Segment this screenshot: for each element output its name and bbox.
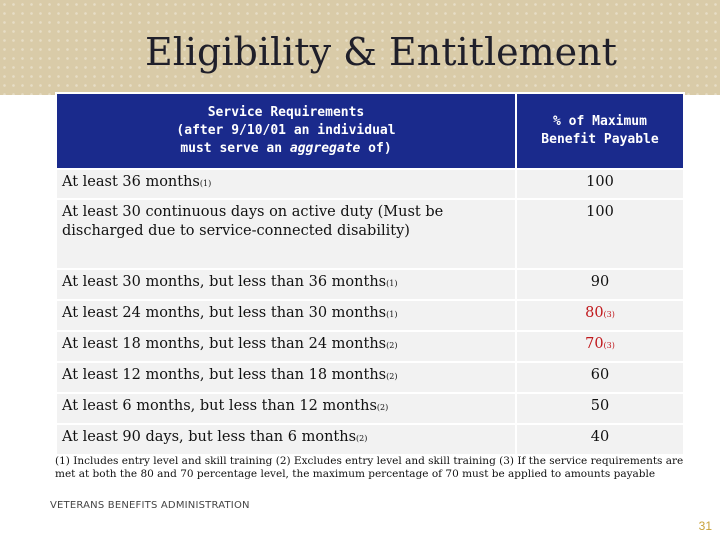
percentage-value: 90 [590,274,610,290]
table-row: At least 18 months, but less than 24 mon… [55,330,685,363]
requirement-cell: At least 90 days, but less than 6 months… [55,423,517,456]
requirement-cell: At least 36 months(1) [55,168,517,200]
footnotes: (1) Includes entry level and skill train… [55,455,684,480]
requirement-footnote-ref: (2) [386,341,398,350]
table-header-row: Service Requirements (after 9/10/01 an i… [55,92,685,170]
header-line-2: (after 9/10/01 an individual [176,123,396,138]
requirement-text: At least 12 months, but less than 18 mon… [62,367,387,383]
footer-agency: VETERANS BENEFITS ADMINISTRATION [50,500,250,511]
requirement-text: At least 30 continuous days on active du… [62,204,444,239]
percentage-value: 80 [585,305,604,321]
requirement-cell: At least 30 continuous days on active du… [55,198,517,270]
requirement-cell: At least 24 months, but less than 30 mon… [55,299,517,332]
table-row: At least 90 days, but less than 6 months… [55,423,685,456]
requirement-cell: At least 6 months, but less than 12 mont… [55,392,517,425]
eligibility-table: Service Requirements (after 9/10/01 an i… [55,92,685,456]
percentage-value: 100 [586,204,614,220]
percentage-cell: 70(3) [515,330,685,363]
table-row: At least 6 months, but less than 12 mont… [55,392,685,425]
requirement-cell: At least 18 months, but less than 24 mon… [55,330,517,363]
requirement-text: At least 36 months [62,174,200,190]
percentage-value: 60 [590,367,610,383]
table-row: At least 36 months(1) 100 [55,168,685,200]
requirement-footnote-ref: (2) [376,403,389,412]
header-col2-line-2: Benefit Payable [541,132,659,147]
percentage-cell: 100 [515,198,685,270]
percentage-cell: 80(3) [515,299,685,332]
requirement-footnote-ref: (2) [386,372,398,381]
header-banner [0,0,720,95]
table-row: At least 30 months, but less than 36 mon… [55,268,685,301]
requirement-text: At least 90 days, but less than 6 months [62,429,357,445]
percentage-value: 100 [586,174,614,190]
table-row: At least 24 months, but less than 30 mon… [55,299,685,332]
table-row: At least 30 continuous days on active du… [55,198,685,270]
requirement-footnote-ref: (1) [386,279,398,288]
header-line-3-pre: must serve an [180,141,290,156]
header-line-1: Service Requirements [207,105,365,120]
requirement-text: At least 30 months, but less than 36 mon… [62,274,387,290]
header-percent-benefit: % of Maximum Benefit Payable [515,92,685,170]
requirement-cell: At least 30 months, but less than 36 mon… [55,268,517,301]
header-line-3-emphasis: aggregate [289,141,361,156]
requirement-footnote-ref: (1) [199,179,212,188]
requirement-text: At least 24 months, but less than 30 mon… [62,305,387,321]
percentage-footnote-ref: (3) [603,310,615,319]
percentage-value: 50 [590,398,610,414]
percentage-cell: 60 [515,361,685,394]
header-line-3-post: of) [360,141,392,156]
requirement-text: At least 6 months, but less than 12 mont… [62,398,377,414]
requirement-text: At least 18 months, but less than 24 mon… [62,336,387,352]
requirement-footnote-ref: (1) [386,310,398,319]
header-col2-line-1: % of Maximum [553,114,647,129]
page-title: Eligibility & Entitlement [145,30,617,74]
percentage-cell: 40 [515,423,685,456]
requirement-footnote-ref: (2) [356,434,368,443]
table-row: At least 12 months, but less than 18 mon… [55,361,685,394]
percentage-cell: 50 [515,392,685,425]
percentage-value: 70 [585,336,604,352]
percentage-cell: 100 [515,168,685,200]
percentage-value: 40 [590,429,610,445]
percentage-footnote-ref: (3) [603,341,615,350]
percentage-cell: 90 [515,268,685,301]
requirement-cell: At least 12 months, but less than 18 mon… [55,361,517,394]
header-service-requirements: Service Requirements (after 9/10/01 an i… [55,92,517,170]
page-number: 31 [698,519,712,533]
